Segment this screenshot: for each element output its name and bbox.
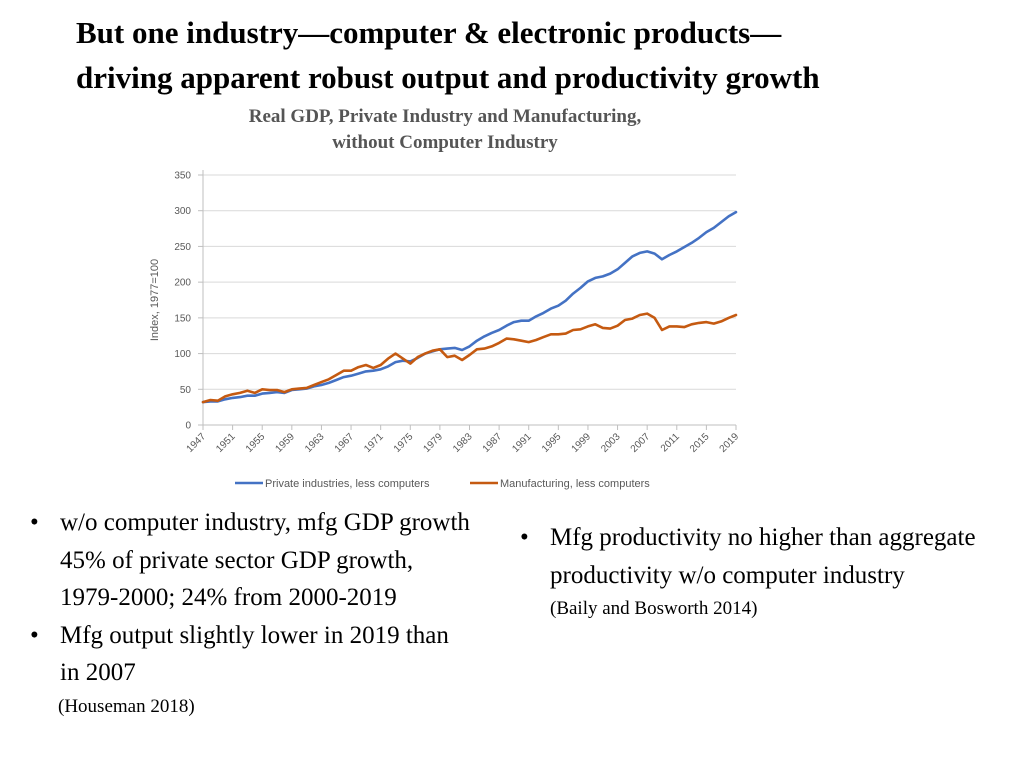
y-tick-label: 200 [174, 278, 191, 289]
y-tick-label: 150 [174, 313, 191, 324]
legend-label-2: Manufacturing, less computers [500, 478, 650, 490]
y-tick-label: 250 [174, 242, 191, 253]
bullet-item: • Mfg productivity no higher than aggreg… [520, 519, 990, 594]
bullet-item: • w/o computer industry, mfg GDP growth … [30, 504, 470, 617]
bullet-item: • Mfg output slightly lower in 2019 than… [30, 617, 470, 692]
chart-title: Real GDP, Private Industry and Manufactu… [195, 104, 695, 156]
y-tick-label: 0 [185, 421, 191, 432]
y-tick-label: 300 [174, 206, 191, 217]
x-tick-label: 1963 [303, 431, 327, 455]
bullet-text: Mfg productivity no higher than aggregat… [550, 524, 976, 589]
y-tick-label: 100 [174, 349, 191, 360]
x-tick-label: 1971 [362, 431, 386, 455]
slide-title: But one industry—computer & electronic p… [76, 10, 1016, 100]
chart-title-line-2: without Computer Industry [332, 132, 558, 153]
x-tick-label: 1947 [185, 431, 209, 455]
bullet-dot: • [30, 621, 39, 649]
x-tick-label: 2011 [659, 431, 682, 454]
x-tick-label: 1967 [333, 431, 357, 455]
x-tick-label: 2015 [688, 431, 712, 455]
chart-legend: Private industries, less computers Manufa… [235, 478, 650, 490]
x-tick-label: 1975 [392, 431, 416, 455]
x-tick-label: 1983 [451, 431, 475, 455]
x-tick-label: 1999 [570, 431, 594, 455]
citation-baily-bosworth: (Baily and Bosworth 2014) [550, 598, 758, 619]
x-tick-label: 1991 [510, 431, 534, 455]
left-bullet-list: • w/o computer industry, mfg GDP growth … [30, 504, 470, 722]
y-axis-title: Index, 1977=100 [149, 259, 161, 341]
x-tick-label: 2003 [599, 431, 623, 455]
x-tick-label: 1951 [214, 431, 238, 455]
series-lines [201, 210, 738, 404]
x-tick-label: 1959 [273, 431, 297, 455]
x-tick-label: 2007 [629, 431, 653, 455]
chart-title-line-1: Real GDP, Private Industry and Manufactu… [248, 106, 642, 127]
x-tick-label: 2019 [718, 431, 742, 455]
citation-houseman: (Houseman 2018) [58, 695, 195, 717]
legend-label-1: Private industries, less computers [265, 478, 430, 490]
x-axis: 1947 1951 1955 1959 1963 1967 1971 1975 1979 1983… [185, 424, 742, 455]
slide-title-line-1: But one industry—computer & electronic p… [76, 15, 782, 50]
x-tick-label: 1979 [421, 431, 445, 455]
bullet-text: w/o computer industry, mfg GDP growth 45… [60, 509, 470, 611]
x-tick-label: 1987 [481, 431, 505, 455]
slide-title-line-2: driving apparent robust output and produ… [76, 60, 820, 95]
bullet-text: Mfg output slightly lower in 2019 than i… [60, 621, 449, 687]
gridlines [203, 174, 736, 390]
series-line-2 [201, 312, 738, 404]
y-tick-label: 50 [180, 385, 192, 396]
bullet-dot: • [520, 524, 529, 551]
y-tick-label: 350 [174, 171, 191, 182]
x-tick-label: 1955 [244, 431, 268, 455]
right-bullet-list: • Mfg productivity no higher than aggreg… [520, 519, 990, 624]
y-axis-ticks: 0 50 100 150 200 250 300 350 [174, 170, 204, 432]
series-line-1 [201, 210, 738, 404]
x-tick-label: 1995 [540, 431, 564, 455]
bullet-dot: • [30, 509, 39, 536]
